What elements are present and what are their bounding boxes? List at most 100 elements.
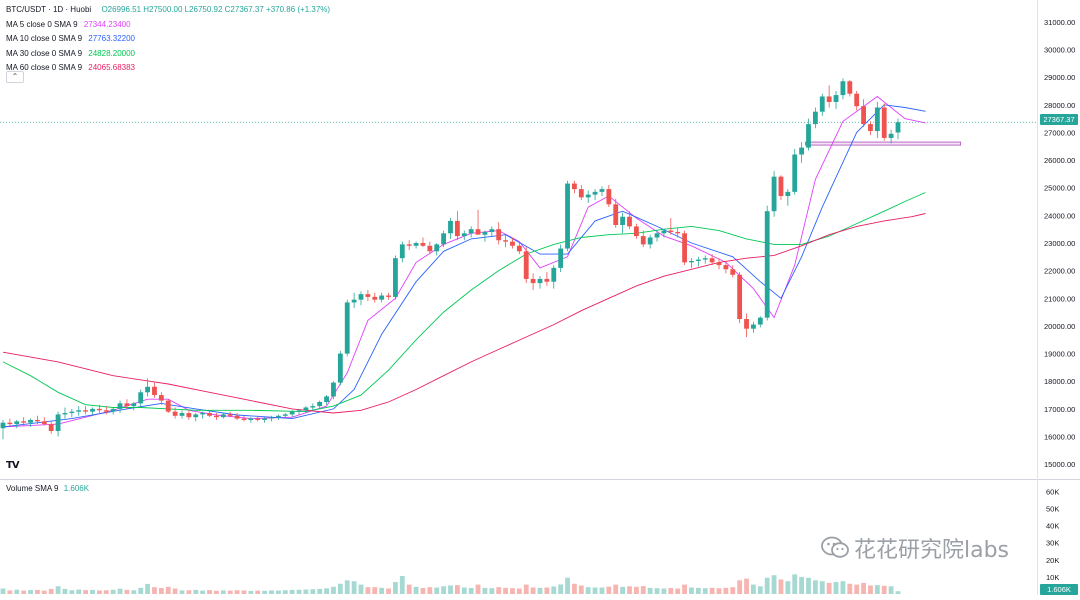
candle-body (806, 124, 811, 148)
candle (324, 395, 329, 405)
volume-bar (819, 581, 825, 594)
volume-bar (110, 589, 116, 594)
candle (379, 292, 385, 303)
candle (317, 400, 323, 409)
legend-header-row[interactable]: BTC/USDT · 1D · Huobi O26996.51 H27500.0… (6, 3, 330, 18)
candle-body (716, 262, 722, 266)
candle-body (599, 189, 605, 192)
candle-body (48, 424, 54, 431)
ma-line-5 (2, 95, 926, 428)
volume-bar (337, 583, 343, 594)
candle (207, 410, 212, 418)
candle (833, 90, 839, 109)
volume-bar (888, 586, 894, 594)
volume-bar (737, 580, 743, 594)
candle (503, 234, 508, 248)
price-tick-label: 24000.00 (1044, 211, 1075, 220)
volume-bar (152, 587, 157, 594)
candle-body (627, 216, 632, 227)
volume-bar (117, 588, 123, 594)
volume-bar (785, 581, 791, 594)
volume-bar (282, 590, 288, 594)
candle (282, 413, 288, 419)
candle-body (689, 260, 694, 263)
volume-bar (475, 584, 481, 594)
volume-bar (744, 578, 749, 594)
candle-body (179, 413, 185, 416)
candle (806, 118, 811, 151)
candle-body (427, 245, 433, 252)
candle (675, 227, 681, 238)
legend-ma10-row[interactable]: MA 10 close 0 SMA 9 27763.32200 (6, 32, 330, 47)
candle (764, 205, 770, 321)
candle (716, 258, 722, 270)
last-volume-tag: 1.606K (1040, 584, 1078, 595)
candle-body (668, 230, 674, 232)
candle-body (441, 233, 447, 245)
volume-bar (269, 590, 274, 594)
volume-legend[interactable]: Volume SMA 9 1.606K (6, 484, 89, 493)
candle (771, 171, 777, 217)
candle (220, 413, 226, 419)
price-tick-label: 27000.00 (1044, 128, 1075, 137)
candle (35, 415, 40, 425)
candle (709, 254, 715, 266)
candle-body (881, 107, 887, 138)
candle-body (234, 415, 240, 419)
candle (62, 407, 68, 419)
volume-bar (200, 590, 206, 594)
candle (365, 290, 371, 302)
candle (537, 276, 543, 289)
volume-bar (874, 585, 880, 594)
candle (854, 90, 860, 111)
volume-bar (675, 588, 681, 594)
volume-bar (661, 588, 667, 594)
ohlc-readout: O26996.51 H27500.00 L26750.92 C27367.37 … (101, 5, 331, 14)
candle-body (76, 410, 82, 412)
candle-body (413, 243, 419, 246)
candle (172, 407, 178, 419)
candle-body (812, 111, 818, 125)
candle (262, 417, 268, 423)
volume-bar (351, 581, 357, 594)
volume-bar (640, 586, 646, 594)
candle (888, 129, 894, 144)
candle (41, 417, 47, 426)
volume-bar (76, 589, 82, 594)
volume-bar (448, 585, 453, 594)
candle (633, 223, 639, 239)
candle (83, 406, 89, 415)
candle (103, 406, 109, 415)
candle-body (351, 299, 357, 303)
candle-body (454, 220, 460, 237)
candle (200, 411, 206, 419)
tradingview-logo-icon: TV (6, 460, 20, 471)
volume-bar (69, 590, 75, 594)
volume-bar (0, 588, 6, 594)
volume-bar (165, 586, 171, 594)
legend-ma5-row[interactable]: MA 5 close 0 SMA 9 27344.23400 (6, 18, 330, 33)
price-tick-label: 31000.00 (1044, 18, 1075, 27)
candle-body (489, 229, 495, 232)
candle-body (771, 176, 777, 212)
volume-tick-label: 40K (1046, 522, 1059, 531)
price-tick-label: 18000.00 (1044, 377, 1075, 386)
candle-body (337, 353, 343, 383)
legend-collapse-button[interactable]: ⌃ (6, 71, 24, 83)
legend-ma30-label: MA 30 close 0 SMA 9 (6, 48, 83, 58)
candle (0, 419, 6, 440)
candle (744, 313, 749, 337)
candle-body (262, 418, 268, 420)
candle (874, 102, 880, 138)
volume-bar (386, 588, 391, 594)
candle-body (241, 418, 247, 420)
candle (723, 260, 729, 274)
legend-ma30-row[interactable]: MA 30 close 0 SMA 9 24828.20000 (6, 47, 330, 62)
price-tick-label: 25000.00 (1044, 184, 1075, 193)
volume-bar (406, 584, 412, 594)
candle-body (172, 411, 178, 416)
candle (110, 407, 116, 415)
legend-ma60-row[interactable]: MA 60 close 0 SMA 9 24065.68383 (6, 61, 330, 76)
candle-body (503, 240, 508, 242)
symbol-label: BTC/USDT · 1D · Huobi (6, 5, 92, 14)
